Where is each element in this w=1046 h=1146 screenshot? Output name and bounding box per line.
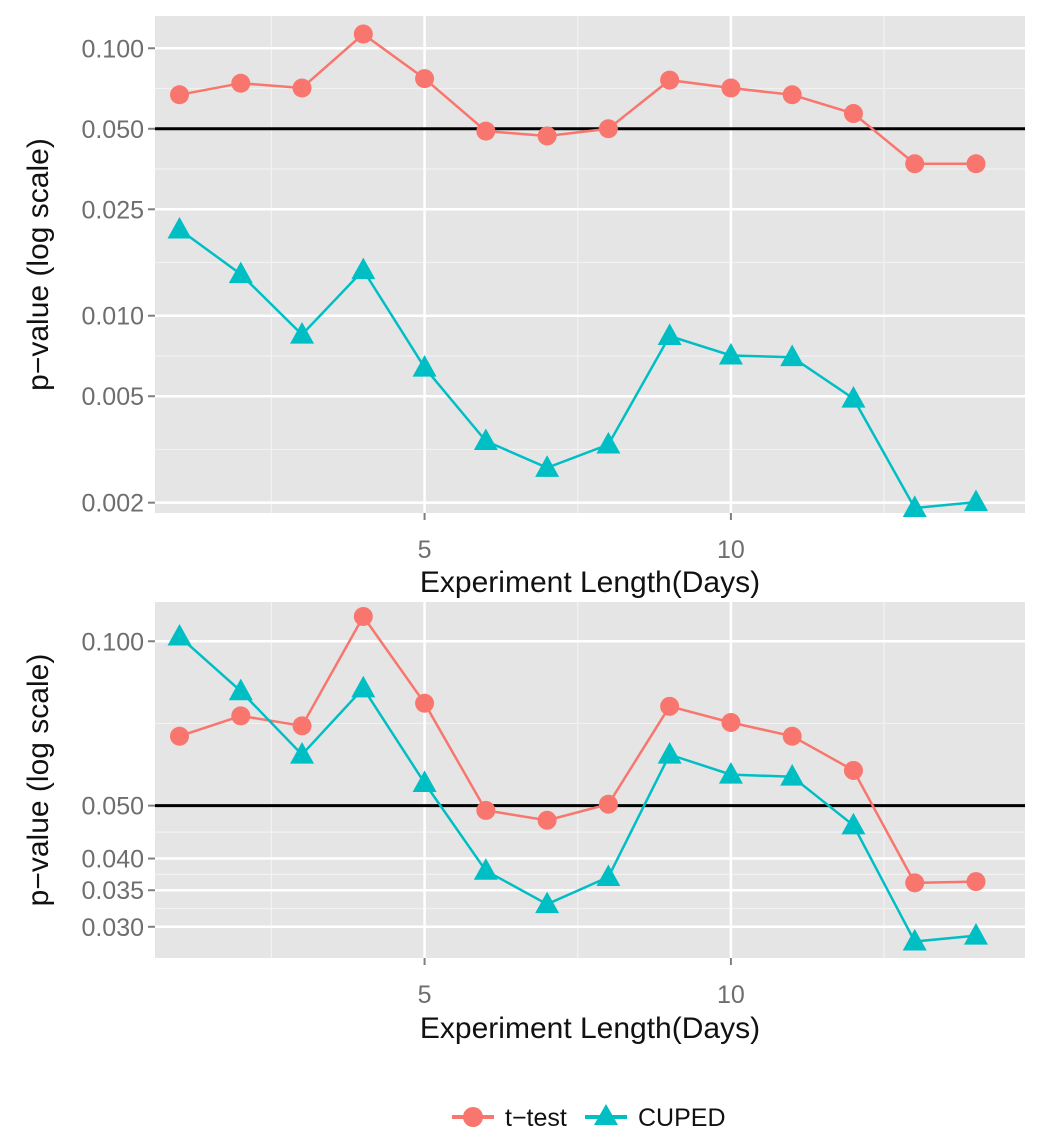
legend-t-test-label: t−test bbox=[505, 1104, 567, 1132]
point-t-test bbox=[782, 726, 802, 746]
y-tick-label: 0.030 bbox=[81, 914, 144, 942]
chart-bottom: 0.100 0.050 0.040 0.035 0.030 5 10 Experiment L… bbox=[22, 602, 1025, 1045]
point-cuped bbox=[290, 742, 315, 764]
point-t-test bbox=[843, 104, 863, 124]
x-tick-label: 10 bbox=[717, 536, 745, 564]
legend-cuped-triangle-icon bbox=[594, 1104, 618, 1125]
point-cuped bbox=[228, 678, 253, 701]
point-cuped bbox=[596, 431, 621, 454]
y-tick-label: 0.050 bbox=[81, 116, 144, 144]
plot-panel bbox=[155, 16, 1025, 513]
point-t-test bbox=[721, 78, 741, 98]
point-t-test bbox=[660, 70, 680, 90]
legend-t-test-circle-icon bbox=[463, 1107, 483, 1127]
point-t-test bbox=[231, 73, 251, 93]
series-line-t-test bbox=[179, 614, 977, 885]
legend-cuped-label: CUPED bbox=[638, 1104, 726, 1132]
point-cuped bbox=[657, 323, 682, 345]
point-cuped bbox=[718, 761, 743, 784]
x-axis-title: Experiment Length(Days) bbox=[420, 1012, 760, 1045]
series-line-cuped bbox=[178, 635, 977, 943]
point-cuped bbox=[473, 858, 498, 880]
point-cuped bbox=[167, 216, 192, 239]
point-t-test bbox=[782, 85, 802, 105]
y-tick-label: 0.005 bbox=[81, 383, 144, 411]
point-cuped bbox=[780, 764, 805, 786]
point-t-test bbox=[598, 794, 618, 814]
y-tick-label: 0.025 bbox=[81, 196, 144, 224]
legend: t−test CUPED bbox=[452, 1104, 726, 1132]
point-t-test bbox=[476, 800, 496, 820]
point-cuped bbox=[228, 261, 253, 284]
point-cuped bbox=[657, 742, 682, 764]
point-cuped bbox=[535, 891, 560, 914]
point-cuped bbox=[718, 342, 743, 365]
chart-top: 0.100 0.050 0.025 0.010 0.005 0.002 5 10Experim… bbox=[22, 16, 1025, 599]
x-tick-label: 10 bbox=[717, 981, 745, 1009]
point-cuped bbox=[902, 928, 927, 951]
point-cuped bbox=[902, 495, 927, 518]
point-cuped bbox=[351, 257, 376, 280]
point-cuped bbox=[412, 354, 437, 377]
point-cuped bbox=[412, 770, 437, 793]
y-tick-label: 0.100 bbox=[81, 628, 144, 656]
point-t-test bbox=[537, 126, 557, 146]
point-t-test bbox=[905, 154, 925, 174]
y-axis-title: p−value (log scale) bbox=[22, 138, 55, 391]
point-t-test bbox=[660, 696, 680, 716]
point-t-test bbox=[415, 693, 435, 713]
point-t-test bbox=[598, 119, 618, 139]
point-cuped bbox=[596, 864, 621, 887]
plot-panel bbox=[155, 602, 1025, 958]
point-cuped bbox=[535, 455, 560, 477]
point-cuped bbox=[963, 489, 988, 512]
y-axis-title: p−value (log scale) bbox=[22, 654, 55, 907]
point-cuped bbox=[963, 923, 988, 945]
point-t-test bbox=[170, 726, 190, 746]
point-cuped bbox=[351, 675, 376, 698]
x-tick-label: 5 bbox=[418, 536, 432, 564]
point-cuped bbox=[780, 344, 805, 367]
point-t-test bbox=[966, 872, 986, 892]
point-t-test bbox=[721, 712, 741, 732]
point-t-test bbox=[353, 607, 373, 627]
point-t-test bbox=[476, 121, 496, 141]
point-cuped bbox=[167, 623, 192, 646]
point-cuped bbox=[841, 385, 866, 408]
point-t-test bbox=[353, 24, 373, 44]
point-t-test bbox=[905, 873, 925, 893]
y-tick-label: 0.100 bbox=[81, 35, 144, 63]
series-line-t-test bbox=[179, 32, 976, 165]
point-t-test bbox=[966, 154, 986, 174]
series-line-cuped bbox=[178, 228, 977, 510]
point-t-test bbox=[170, 85, 190, 105]
x-axis-title: Experiment Length(Days) bbox=[420, 566, 760, 599]
point-t-test bbox=[415, 69, 435, 89]
point-t-test bbox=[843, 760, 863, 780]
point-cuped bbox=[473, 428, 498, 451]
point-t-test bbox=[292, 716, 312, 736]
y-tick-label: 0.010 bbox=[81, 303, 144, 331]
y-tick-label: 0.050 bbox=[81, 793, 144, 821]
point-cuped bbox=[290, 322, 315, 344]
x-tick-label: 5 bbox=[418, 981, 432, 1009]
point-t-test bbox=[537, 810, 557, 830]
y-tick-label: 0.035 bbox=[81, 877, 144, 905]
point-cuped bbox=[841, 812, 866, 835]
point-t-test bbox=[231, 706, 251, 726]
point-t-test bbox=[292, 78, 312, 98]
y-tick-label: 0.002 bbox=[81, 490, 144, 518]
y-tick-label: 0.040 bbox=[81, 846, 144, 874]
